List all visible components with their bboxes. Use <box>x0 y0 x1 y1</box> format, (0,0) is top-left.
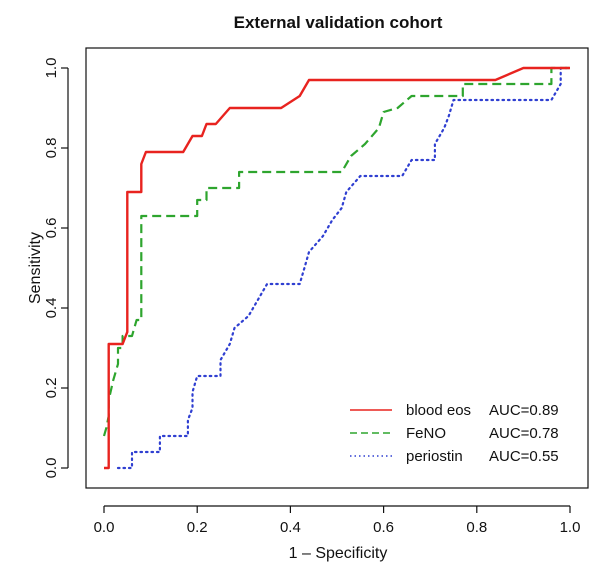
y-tick-label: 0.6 <box>43 218 60 239</box>
legend-series-name: FeNO <box>406 425 446 442</box>
x-tick-label: 0.6 <box>373 519 394 536</box>
plot-frame <box>85 47 589 489</box>
y-tick-label: 0.2 <box>43 378 60 399</box>
legend-auc-label: AUC=0.89 <box>489 402 559 419</box>
series-line-FeNO <box>102 66 570 437</box>
y-tick-label: 0.8 <box>43 138 60 159</box>
legend-series-name: periostin <box>406 448 463 465</box>
legend-auc-label: AUC=0.78 <box>489 425 559 442</box>
x-axis-label: 1 – Specificity <box>289 545 388 562</box>
legend-series-name: blood eos <box>406 402 471 419</box>
y-tick-label: 1.0 <box>43 58 60 79</box>
series-line-periostin <box>116 66 572 470</box>
x-tick-label: 0.0 <box>94 519 115 536</box>
legend-auc-label: AUC=0.55 <box>489 448 559 465</box>
x-axis: 0.0 0.2 0.4 0.6 0.8 1.0 <box>94 505 581 536</box>
y-tick-label: 0.0 <box>43 458 60 479</box>
x-tick-label: 1.0 <box>560 519 581 536</box>
series-layer <box>102 66 572 470</box>
x-tick-label: 0.8 <box>466 519 487 536</box>
series-line-blood-eos <box>104 66 570 470</box>
x-tick-label: 0.4 <box>280 519 301 536</box>
y-axis: 0.0 0.2 0.4 0.6 0.8 1.0 <box>43 58 69 479</box>
chart-title: External validation cohort <box>234 13 443 32</box>
x-tick-label: 0.2 <box>187 519 208 536</box>
y-tick-label: 0.4 <box>43 298 60 319</box>
legend: blood eos AUC=0.89 FeNO AUC=0.78 periostin AU… <box>350 402 559 465</box>
y-axis-label: Sensitivity <box>27 232 44 304</box>
